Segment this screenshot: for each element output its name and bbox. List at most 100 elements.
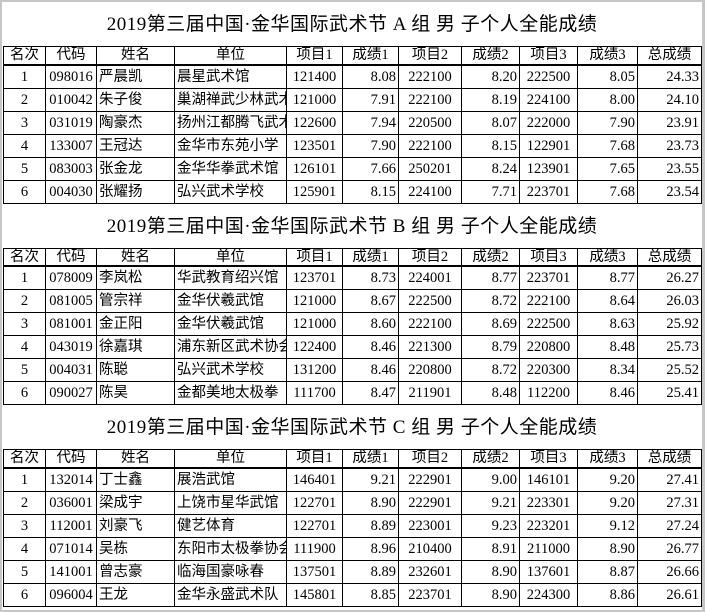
column-header-score1: 成绩1 <box>342 247 399 267</box>
cell-event2: 222100 <box>398 312 462 336</box>
cell-unit: 巢湖禅武少林武术 <box>174 87 287 112</box>
cell-total: 26.66 <box>637 559 702 584</box>
cell-total: 26.77 <box>637 536 702 561</box>
cell-total: 27.24 <box>637 513 702 538</box>
cell-score2: 8.15 <box>461 133 520 158</box>
cell-score1: 8.96 <box>342 536 399 561</box>
cell-event1: 123701 <box>286 265 343 290</box>
cell-event1: 125901 <box>286 179 343 204</box>
cell-rank: 2 <box>3 490 46 515</box>
table-row: 4 071014 吴栋 东阳市太极拳协会 111900 8.96 210400 8.91 211… <box>3 536 702 561</box>
cell-name: 金正阳 <box>96 312 175 336</box>
group-b-section: 2019第三届中国·金华国际武术节 B 组 男 子个人全能成绩 名次 代码 姓名 单位… <box>2 204 702 405</box>
column-header-rank: 名次 <box>3 247 46 267</box>
cell-event1: 122400 <box>286 335 343 359</box>
cell-rank: 4 <box>3 536 46 561</box>
cell-code: 004031 <box>45 358 97 382</box>
cell-name: 王龙 <box>96 582 175 607</box>
cell-name: 丁士鑫 <box>96 467 175 492</box>
cell-score1: 8.46 <box>342 358 399 382</box>
header-row: 名次 代码 姓名 单位 项目1 成绩1 项目2 成绩2 项目3 成绩3 总成绩 <box>3 46 702 66</box>
cell-event2: 232601 <box>398 559 462 584</box>
cell-event3: 220300 <box>519 358 578 382</box>
cell-event2: 222901 <box>398 467 462 492</box>
table-row: 3 031019 陶豪杰 扬州江都腾飞武术 122600 7.94 220500 8.07 22… <box>3 110 702 135</box>
cell-unit: 健艺体育 <box>174 513 287 538</box>
cell-score1: 8.15 <box>342 179 399 204</box>
column-header-event1: 项目1 <box>286 46 343 66</box>
cell-score3: 7.65 <box>577 156 638 181</box>
cell-total: 27.41 <box>637 467 702 492</box>
cell-event3: 137601 <box>519 559 578 584</box>
cell-score3: 7.90 <box>577 110 638 135</box>
cell-event1: 146401 <box>286 467 343 492</box>
cell-unit: 浦东新区武术协会 <box>174 335 287 359</box>
cell-score3: 8.46 <box>577 381 638 405</box>
group-c-title: 2019第三届中国·金华国际武术节 C 组 男 子个人全能成绩 <box>106 417 598 438</box>
cell-code: 004030 <box>45 179 97 204</box>
cell-score1: 8.47 <box>342 381 399 405</box>
cell-total: 23.55 <box>637 156 702 181</box>
column-header-event2: 项目2 <box>398 247 462 267</box>
column-header-event2: 项目2 <box>398 46 462 66</box>
cell-unit: 弘兴武术学校 <box>174 358 287 382</box>
table-row: 2 010042 朱子俊 巢湖禅武少林武术 121000 7.91 222100 8.19 22… <box>3 87 702 112</box>
cell-score3: 8.00 <box>577 87 638 112</box>
cell-rank: 5 <box>3 559 46 584</box>
column-header-name: 姓名 <box>96 46 175 66</box>
column-header-rank: 名次 <box>3 449 46 469</box>
table-row: 3 112001 刘豪飞 健艺体育 122701 8.89 223001 9.23 223201… <box>3 513 702 538</box>
table-row: 2 036001 梁成宇 上饶市星华武馆 122701 8.90 222901 9.21 223… <box>3 490 702 515</box>
cell-score2: 8.69 <box>461 312 520 336</box>
cell-total: 24.33 <box>637 64 702 89</box>
column-header-score3: 成绩3 <box>577 247 638 267</box>
cell-event2: 224100 <box>398 179 462 204</box>
cell-code: 112001 <box>45 513 97 538</box>
cell-code: 036001 <box>45 490 97 515</box>
cell-event2: 210400 <box>398 536 462 561</box>
cell-score3: 8.90 <box>577 536 638 561</box>
cell-unit: 金华伏羲武馆 <box>174 312 287 336</box>
cell-score1: 8.85 <box>342 582 399 607</box>
table-body: 1 098016 严晨凯 晨星武术馆 121400 8.08 222100 8.20 22250… <box>3 64 702 204</box>
cell-name: 李岚松 <box>96 265 175 290</box>
cell-event2: 223001 <box>398 513 462 538</box>
table-row: 5 083003 张金龙 金华华拳武术馆 126101 7.66 250201 8.24 123… <box>3 156 702 181</box>
group-b-title: 2019第三届中国·金华国际武术节 B 组 男 子个人全能成绩 <box>106 215 598 237</box>
cell-score2: 8.77 <box>461 265 520 290</box>
cell-score1: 8.89 <box>342 559 399 584</box>
cell-score3: 9.12 <box>577 513 638 538</box>
cell-event1: 121000 <box>286 312 343 336</box>
cell-total: 25.92 <box>637 312 702 336</box>
cell-score3: 8.63 <box>577 312 638 336</box>
cell-total: 27.31 <box>637 490 702 515</box>
cell-event1: 122701 <box>286 513 343 538</box>
cell-score3: 7.68 <box>577 133 638 158</box>
cell-score1: 8.60 <box>342 312 399 336</box>
cell-event1: 123501 <box>286 133 343 158</box>
cell-score1: 8.73 <box>342 265 399 290</box>
cell-score2: 8.24 <box>461 156 520 181</box>
cell-rank: 6 <box>3 381 46 405</box>
cell-event2: 222100 <box>398 87 462 112</box>
cell-unit: 上饶市星华武馆 <box>174 490 287 515</box>
column-header-code: 代码 <box>45 46 97 66</box>
cell-name: 张金龙 <box>96 156 175 181</box>
group-a-results-table: 名次 代码 姓名 单位 项目1 成绩1 项目2 成绩2 项目3 成绩3 总成绩 1 098016 严晨凯… <box>3 46 702 204</box>
cell-event3: 224300 <box>519 582 578 607</box>
cell-event3: 223301 <box>519 490 578 515</box>
cell-name: 刘豪飞 <box>96 513 175 538</box>
cell-unit: 金华伏羲武馆 <box>174 289 287 313</box>
table-row: 2 081005 管宗祥 金华伏羲武馆 121000 8.67 222500 8.72 2221… <box>3 289 702 313</box>
column-header-score2: 成绩2 <box>461 247 520 267</box>
cell-event1: 122600 <box>286 110 343 135</box>
table-row: 1 098016 严晨凯 晨星武术馆 121400 8.08 222100 8.20 22250… <box>3 64 702 89</box>
cell-name: 吴栋 <box>96 536 175 561</box>
column-header-name: 姓名 <box>96 449 175 469</box>
cell-score3: 9.20 <box>577 467 638 492</box>
cell-score2: 8.90 <box>461 559 520 584</box>
cell-score1: 9.21 <box>342 467 399 492</box>
cell-event1: 121400 <box>286 64 343 89</box>
cell-rank: 2 <box>3 289 46 313</box>
